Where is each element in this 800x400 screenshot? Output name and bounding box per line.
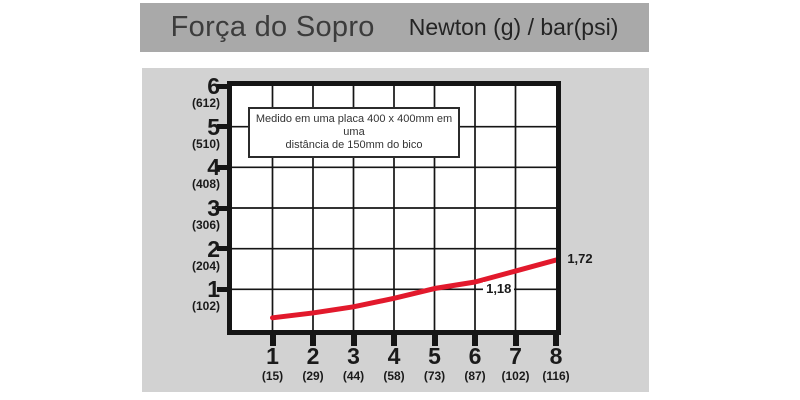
- x-tick-psi: (15): [261, 369, 284, 383]
- x-tick-bar: 1: [266, 343, 279, 369]
- x-tick-psi: (29): [302, 369, 324, 383]
- x-tick-psi: (44): [342, 369, 365, 383]
- x-tick-label: 7 (102): [501, 343, 530, 383]
- y-tick-label: 1 (102): [142, 276, 220, 314]
- y-tick-label: 5 (510): [142, 113, 220, 151]
- x-axis-tick-mark: [269, 335, 276, 346]
- x-tick-psi: (87): [464, 369, 486, 383]
- x-axis-tick-mark: [431, 335, 438, 346]
- x-tick-label: 4 (58): [383, 343, 405, 383]
- x-tick-label: 8 (116): [542, 343, 570, 383]
- y-tick-label: 2 (204): [142, 235, 220, 273]
- y-tick-label: 3 (306): [142, 195, 220, 232]
- x-tick-label: 1 (15): [261, 343, 284, 383]
- y-tick-newton: 1: [207, 276, 220, 303]
- x-tick-bar: 7: [509, 343, 522, 369]
- x-tick-label: 5 (73): [423, 343, 446, 383]
- y-tick-grams: (510): [191, 136, 220, 151]
- y-tick-grams: (408): [191, 177, 220, 192]
- x-axis-tick-mark: [512, 335, 519, 346]
- x-tick-psi: (58): [383, 369, 405, 383]
- chart-panel: 1,18 1,72 Medido em uma placa 400 x 400mm…: [142, 68, 649, 392]
- y-tick-label: 6 (612): [142, 73, 220, 110]
- x-axis-tick-mark: [553, 335, 559, 346]
- x-tick-bar: 4: [387, 343, 401, 369]
- x-tick-bar: 5: [428, 343, 441, 369]
- y-tick-grams: (102): [191, 299, 220, 314]
- y-tick-newton: 4: [207, 154, 220, 181]
- x-tick-bar: 3: [347, 343, 360, 369]
- chart-units-label: Newton (g) / bar(psi): [408, 14, 619, 40]
- y-axis-tick-mark: [217, 246, 228, 252]
- x-axis-tick-mark: [310, 335, 316, 346]
- x-tick-bar: 6: [468, 343, 482, 369]
- x-axis-tick-mark: [472, 335, 478, 346]
- x-tick-label: 3 (44): [342, 343, 365, 383]
- y-tick-grams: (612): [191, 96, 220, 110]
- y-tick-newton: 6: [207, 73, 220, 99]
- y-axis-tick-mark: [217, 205, 228, 211]
- y-tick-label: 4 (408): [142, 154, 220, 192]
- measurement-note-line2: distância de 150mm do bico: [285, 139, 423, 151]
- x-tick-psi: (116): [542, 369, 570, 383]
- y-axis-tick-mark: [217, 286, 228, 292]
- x-tick-bar: 8: [549, 343, 563, 369]
- y-axis-tick-mark: [217, 164, 228, 170]
- x-axis-tick-mark: [391, 335, 397, 346]
- x-tick-psi: (73): [423, 369, 446, 383]
- y-tick-newton: 5: [207, 113, 220, 140]
- x-axis-tick-mark: [350, 335, 357, 346]
- y-axis-tick-mark: [217, 83, 228, 89]
- y-tick-newton: 3: [207, 195, 220, 221]
- force-curve: [270, 257, 556, 321]
- y-tick-grams: (204): [191, 258, 220, 273]
- measurement-note: Medido em uma placa 400 x 400mm em uma d…: [248, 107, 460, 158]
- y-tick-grams: (306): [191, 218, 220, 232]
- measurement-note-line1: Medido em uma placa 400 x 400mm em uma: [255, 113, 453, 138]
- curve-value-label: 1,18: [483, 282, 515, 297]
- title-bar: Força do Sopro Newton (g) / bar(psi): [140, 3, 649, 52]
- x-tick-psi: (102): [501, 369, 530, 383]
- x-tick-label: 6 (87): [464, 343, 486, 383]
- x-tick-bar: 2: [306, 343, 320, 369]
- chart-title: Força do Sopro: [170, 11, 375, 43]
- x-tick-label: 2 (29): [302, 343, 324, 383]
- y-axis-tick-mark: [217, 124, 228, 130]
- curve-value-label: 1,72: [567, 250, 593, 266]
- y-tick-newton: 2: [207, 235, 220, 262]
